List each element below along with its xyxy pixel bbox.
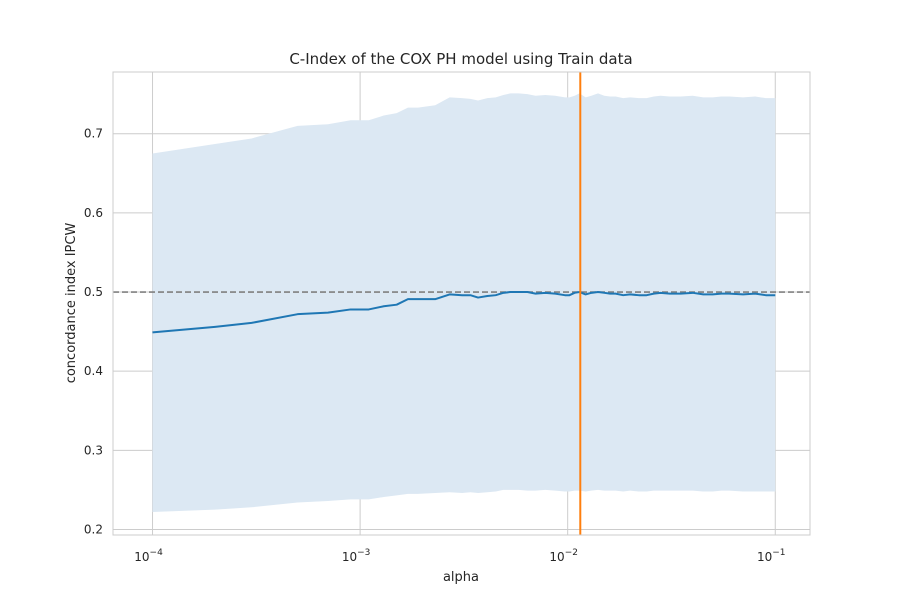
chart-title: C-Index of the COX PH model using Train …: [289, 50, 632, 68]
series-line: [152, 291, 776, 334]
x-tick-labels: 10−4 10−3 10−2 10−1: [134, 548, 785, 564]
x-tick-label: 10−3: [342, 548, 371, 564]
y-tick-label: 0.6: [84, 206, 103, 220]
plot-frame: [112, 71, 811, 536]
y-tick-label: 0.3: [84, 443, 103, 457]
y-tick-label: 0.7: [84, 127, 103, 141]
confidence-band-layer: [152, 93, 776, 513]
series-line-layer: [152, 291, 776, 334]
y-tick-label: 0.2: [84, 522, 103, 536]
x-axis-label: alpha: [443, 570, 479, 585]
x-tick-label: 10−4: [134, 548, 163, 564]
confidence-band: [152, 93, 776, 513]
x-tick-label: 10−1: [757, 548, 786, 564]
y-tick-labels: 0.2 0.3 0.4 0.5 0.6 0.7: [84, 127, 103, 537]
x-tick-label: 10−2: [549, 548, 578, 564]
y-axis-label: concordance index IPCW: [64, 223, 79, 384]
y-tick-label: 0.5: [84, 285, 103, 299]
y-tick-label: 0.4: [84, 364, 103, 378]
